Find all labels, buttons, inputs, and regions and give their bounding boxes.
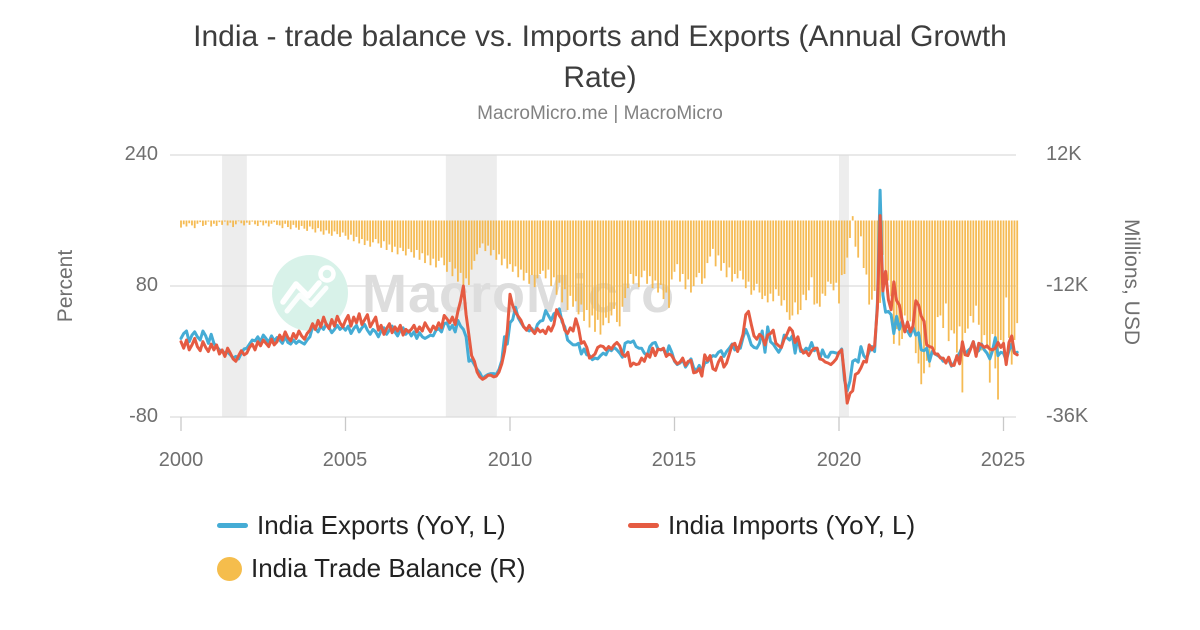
legend-item-trade-balance[interactable]: India Trade Balance (R) [217, 553, 628, 584]
imports-line [179, 214, 1019, 405]
right-axis-tick-neg12k: -12K [1046, 274, 1089, 296]
exports-line-marker [217, 523, 248, 528]
trade-balance-bars [180, 216, 1019, 400]
legend-label-trade-balance: India Trade Balance (R) [251, 553, 526, 583]
legend-item-imports[interactable]: India Imports (YoY, L) [628, 510, 1097, 541]
left-axis-tick-neg80: -80 [129, 405, 158, 427]
x-axis-tick-2000: 2000 [158, 449, 204, 471]
legend-label-exports: India Exports (YoY, L) [257, 510, 506, 540]
right-axis-tick-12k: 12K [1046, 143, 1082, 165]
legend-label-imports: India Imports (YoY, L) [668, 510, 916, 540]
chart-title-line2: Rate) [563, 61, 637, 94]
left-axis-tick-80: 80 [135, 274, 158, 296]
chart-title: India - trade balance vs. Imports and Ex… [0, 16, 1200, 98]
legend-item-exports[interactable]: India Exports (YoY, L) [217, 510, 628, 541]
chart-title-line1: India - trade balance vs. Imports and Ex… [193, 20, 1007, 53]
left-axis-tick-240: 240 [124, 143, 158, 165]
x-axis-tick-2015: 2015 [651, 449, 697, 471]
trade-balance-circle-marker [217, 556, 242, 581]
x-axis-tick-2020: 2020 [816, 449, 862, 471]
imports-line-marker [628, 523, 659, 528]
x-axis-tick-2010: 2010 [487, 449, 533, 471]
x-axis-tick-2025: 2025 [980, 449, 1026, 471]
x-axis-tick-2005: 2005 [322, 449, 368, 471]
chart-source: MacroMicro.me | MacroMicro [477, 103, 723, 124]
right-axis-tick-neg36k: -36K [1046, 405, 1089, 427]
legend: India Exports (YoY, L) India Imports (Yo… [217, 510, 1097, 584]
